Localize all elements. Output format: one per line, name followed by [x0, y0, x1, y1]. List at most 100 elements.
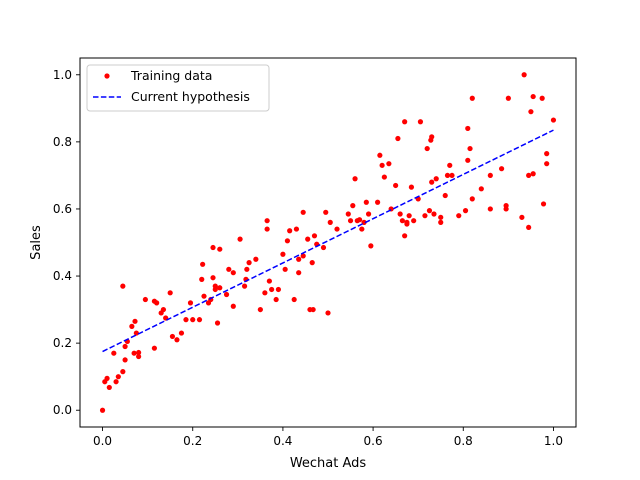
data-point — [406, 213, 412, 219]
y-tick-label: 0.6 — [53, 202, 72, 216]
data-point — [361, 219, 367, 225]
data-point — [399, 218, 405, 224]
data-point — [106, 384, 112, 391]
data-point — [269, 286, 275, 293]
data-point — [300, 209, 306, 215]
data-point — [178, 330, 185, 336]
data-point — [210, 244, 216, 251]
data-point — [478, 186, 484, 192]
data-point — [402, 119, 408, 125]
data-point — [310, 306, 316, 313]
data-point — [253, 256, 259, 262]
data-point — [363, 199, 369, 205]
data-point — [393, 182, 399, 189]
data-point — [379, 162, 385, 168]
data-point — [323, 209, 329, 215]
data-point — [129, 323, 135, 329]
plot-area — [99, 72, 557, 413]
x-tick-label: 0.8 — [454, 434, 473, 448]
data-point — [544, 161, 550, 167]
data-point — [334, 226, 340, 232]
data-point — [429, 179, 435, 185]
x-tick-label: 0.4 — [273, 434, 292, 448]
data-point — [262, 290, 268, 296]
y-tick-label: 0.0 — [53, 403, 72, 417]
data-point — [530, 93, 536, 100]
data-point — [210, 275, 216, 281]
data-point — [438, 219, 444, 225]
data-point — [499, 166, 505, 172]
data-point — [469, 95, 475, 101]
data-point — [359, 226, 365, 232]
data-point — [377, 152, 383, 158]
data-point — [217, 246, 223, 252]
data-point — [467, 145, 473, 152]
data-point — [305, 236, 311, 242]
data-point — [444, 172, 451, 179]
data-point — [282, 266, 288, 272]
data-point — [280, 251, 286, 257]
data-point — [311, 233, 318, 239]
data-point — [404, 219, 410, 225]
x-tick-label: 0.0 — [93, 434, 112, 448]
data-point — [120, 283, 126, 289]
data-point — [169, 333, 176, 340]
data-point — [550, 117, 557, 123]
data-point — [429, 134, 435, 140]
data-point — [136, 349, 142, 356]
data-point — [347, 218, 354, 224]
data-point — [325, 310, 331, 316]
data-point — [487, 172, 493, 179]
x-tick-label: 1.0 — [544, 434, 563, 448]
data-point — [133, 330, 139, 336]
data-point — [122, 357, 128, 363]
data-point — [540, 201, 547, 207]
data-point — [230, 270, 236, 276]
legend-box — [86, 64, 270, 112]
data-point — [352, 176, 358, 182]
data-point — [151, 345, 157, 351]
data-point — [438, 214, 444, 220]
y-tick-label: 0.8 — [53, 135, 72, 149]
axes-frame — [79, 57, 577, 428]
data-point — [395, 135, 401, 142]
data-point — [402, 233, 408, 239]
data-point — [190, 317, 196, 323]
data-point — [284, 238, 291, 244]
data-point — [422, 213, 428, 219]
data-point — [433, 176, 439, 182]
data-point — [201, 293, 207, 299]
data-point — [113, 379, 119, 385]
y-tick-label: 1.0 — [53, 68, 72, 82]
data-point — [462, 208, 469, 214]
data-point — [424, 145, 430, 152]
data-point — [142, 296, 148, 303]
data-point — [327, 219, 333, 225]
data-point — [136, 353, 142, 360]
data-point — [431, 211, 437, 217]
data-point — [291, 296, 297, 303]
data-point — [296, 256, 302, 262]
data-point — [174, 337, 180, 343]
data-point — [237, 236, 243, 242]
data-point — [411, 218, 417, 224]
data-point — [223, 291, 230, 298]
data-point — [264, 218, 270, 224]
data-point — [519, 214, 525, 220]
data-point — [356, 217, 363, 223]
data-point — [528, 109, 534, 115]
data-point — [154, 300, 160, 306]
x-axis-label: Wechat Ads — [290, 456, 367, 471]
data-point — [309, 260, 315, 266]
data-point — [368, 243, 374, 249]
data-point — [447, 162, 453, 168]
data-point — [99, 407, 106, 413]
data-point — [241, 283, 248, 289]
data-point — [120, 369, 126, 375]
legend-label-current-hypothesis: Current hypothesis — [131, 89, 250, 104]
data-point — [539, 95, 545, 101]
data-point — [246, 260, 252, 266]
data-point — [505, 95, 511, 101]
data-point — [275, 286, 281, 293]
